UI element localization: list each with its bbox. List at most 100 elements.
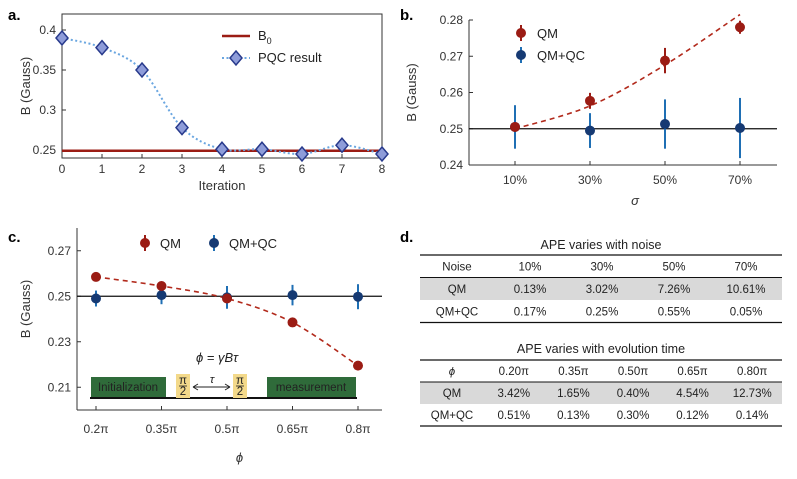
chart-a-legend-b0-text: B [258,28,267,43]
chart-a-point [295,145,309,163]
chart-c-qmqc-point [91,293,101,304]
chart-c-annotation-pulse-denominator: 2 [237,386,243,398]
chart-c-xtick-label: 0.35π [146,422,178,436]
chart-c-ytick-label: 0.27 [48,244,72,258]
chart-c-ytick-label: 0.23 [48,335,72,349]
table-d-0-header-cell: 50% [662,261,685,273]
chart-c-ylabel: B (Gauss) [18,280,33,339]
chart-a-ytick-label: 0.4 [39,23,56,37]
table-d-1-cell: 0.51% [497,410,530,422]
chart-b-legend-qmqc-label: QM+QC [537,48,585,63]
table-d-0-cell: 7.26% [658,284,691,296]
chart-b-qm-point [510,121,520,132]
table-d-0-cell: 0.05% [730,306,763,318]
chart-c-qmqc-point [353,291,363,302]
chart-a-point [335,137,349,154]
chart-a-point [55,29,69,47]
chart-a-xtick-label: 8 [379,162,386,176]
chart-c-xlabel: ϕ [236,450,243,465]
chart-b-xtick-label: 70% [728,173,752,187]
table-d-0-cell: 0.25% [586,306,619,318]
table-d-1-header-cell: 0.80π [737,366,767,378]
chart-b-qmqc-point [585,125,595,136]
chart-a-ytick-label: 0.3 [39,103,56,117]
chart-b-qm-point [585,95,595,106]
table-d-1-cell: QM [443,388,462,400]
chart-b-fit-line [514,13,741,130]
chart-a-xtick-label: 1 [99,162,106,176]
panel-b-label: b. [400,7,413,24]
chart-c-annotation-pulse-numerator: π [179,375,187,387]
chart-b-xtick-label: 10% [503,173,527,187]
chart-a-legend-b0-subscript: 0 [267,36,272,46]
table-d-1-header-cell: 0.35π [558,366,588,378]
chart-b-xlabel: σ [631,193,640,208]
chart-a-point [215,141,229,158]
table-d-0-shaded-row [420,277,782,300]
chart-c-annotation-meas-label: measurement [276,382,347,394]
table-d-1-cell: 0.14% [736,410,769,422]
chart-a-ytick-label: 0.35 [33,63,57,77]
chart-a-xtick-label: 3 [179,162,186,176]
chart-a-xtick-label: 7 [339,162,346,176]
table-d-0-cell: 0.17% [514,306,547,318]
chart-a-point [95,39,109,56]
chart-b-xtick-label: 50% [653,173,677,187]
table-d-1-cell: 0.12% [676,410,709,422]
chart-c-legend-qmqc-marker [209,238,219,248]
chart-a-xlabel: Iteration [199,178,246,193]
chart-a-point [255,141,269,158]
chart-a-legend-b0-label: B0 [258,28,272,46]
chart-b-qm-point [660,55,670,66]
table-d-0-title: APE varies with noise [541,238,662,252]
chart-c-annotation-init-label: Initialization [98,382,158,394]
chart-c-qm-point [353,360,363,371]
table-d-1-cell: 3.42% [497,388,530,400]
table-d-0-cell: QM+QC [436,306,479,318]
chart-c-qm-point [156,281,167,292]
chart-c-qm-point [222,293,232,304]
table-d-1-cell: 0.30% [617,410,650,422]
table-d: APE varies with noise Noise 10% 30% 50% 70% QM… [420,238,782,427]
table-d-0-header-cell: 10% [518,261,541,273]
chart-c-legend-qm-marker [140,238,150,248]
chart-c-annotation-tau: τ [210,374,215,386]
chart-b: 0.24 0.25 0.26 0.27 0.28 10% 30% 50% 70% σ B (Gaus… [404,13,777,208]
chart-a-point [175,119,189,136]
chart-b-legend-qm-label: QM [537,26,558,41]
chart-c-annotation-pulse-denominator: 2 [180,386,186,398]
table-d-1-title: APE varies with evolution time [517,342,685,356]
table-d-1-shaded-row [420,382,782,404]
table-d-0-header-cell: Noise [442,261,471,273]
chart-a-point [375,145,389,163]
chart-a-xtick-label: 2 [139,162,146,176]
chart-c-annotation-tau-arrow [192,383,231,391]
chart-a-legend-pqc-swatch-marker [229,49,243,67]
chart-b-xtick-label: 30% [578,173,602,187]
table-d-1-cell: 0.40% [617,388,650,400]
chart-b-qmqc-point [660,119,670,130]
chart-a: 0 1 2 3 4 5 6 7 8 0.25 0.3 0.35 0.4 Iteration B (Gauss… [18,13,389,193]
chart-c: 0.21 0.23 0.25 0.27 0.2π 0.35π 0.5π 0.65π 0.8π ϕ B… [18,228,382,465]
chart-c-qmqc-point [287,290,298,301]
chart-b-legend-qm-marker [516,28,526,38]
chart-b-ylabel: B (Gauss) [404,63,419,122]
table-d-0-header-cell: 70% [734,261,757,273]
table-d-1-cell: 0.13% [557,410,590,422]
table-d-1-cell: QM+QC [431,410,474,422]
chart-c-legend-qmqc-label: QM+QC [229,236,277,251]
table-d-1-header-cell: ϕ [449,366,456,378]
table-d-1-header-cell: 0.50π [618,366,648,378]
table-d-0-cell: 0.13% [514,284,547,296]
chart-c-annotation-meas-box [267,377,356,397]
table-d-1-cell: 1.65% [557,388,590,400]
chart-b-ytick-label: 0.25 [440,122,464,136]
chart-c-xtick-label: 0.5π [215,422,240,436]
chart-b-qm-point [735,22,745,33]
chart-a-series-line [61,37,383,156]
chart-a-xtick-label: 5 [259,162,266,176]
chart-a-point [135,61,149,79]
chart-b-qmqc-point [735,123,745,134]
chart-a-xtick-label: 4 [219,162,226,176]
